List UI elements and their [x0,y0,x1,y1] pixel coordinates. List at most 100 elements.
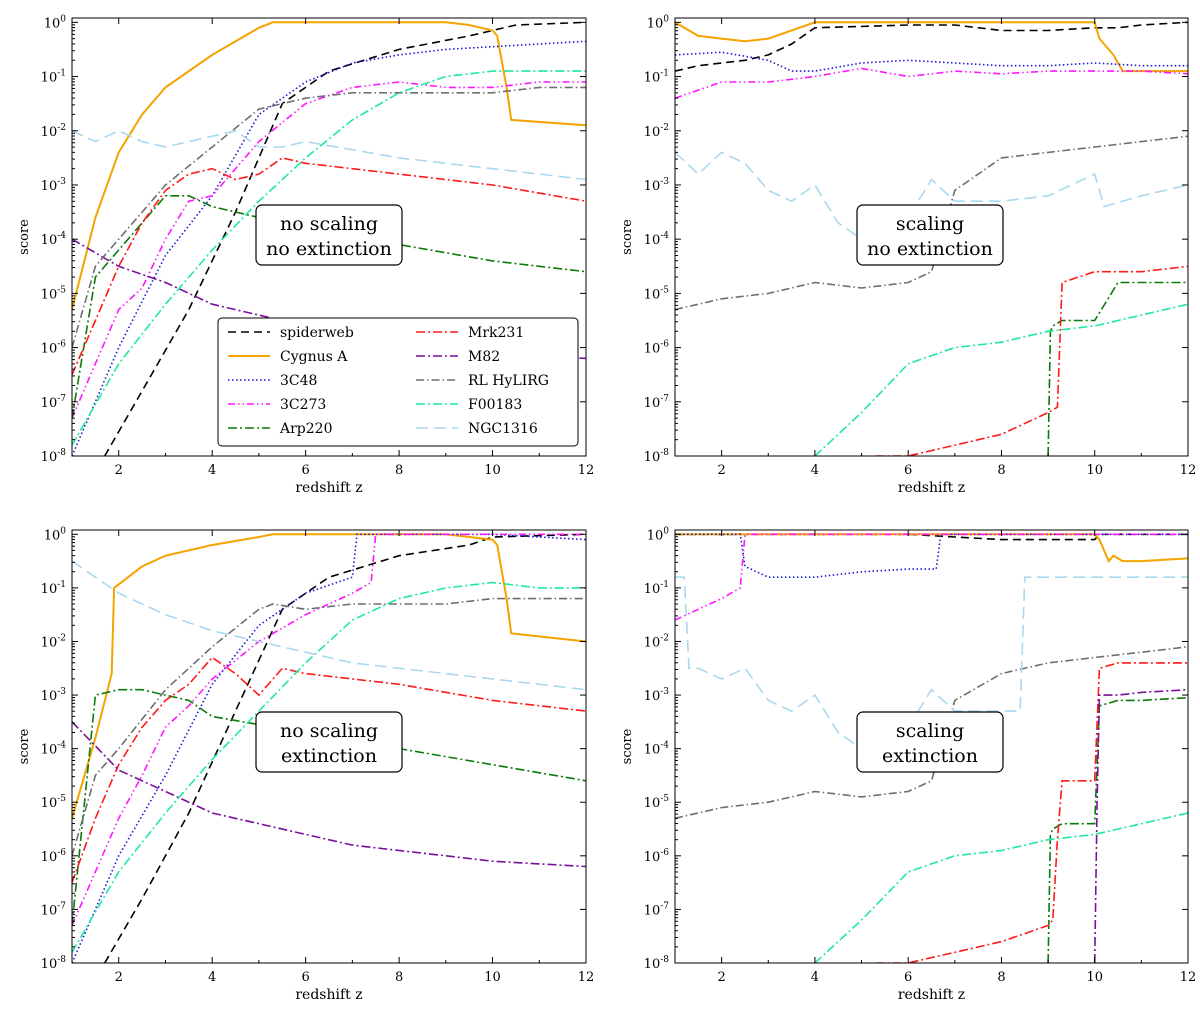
y-tick-label: 10-7 [41,901,67,918]
annotation-line: no scaling [280,720,378,742]
y-tick-label: 10-4 [41,741,67,758]
series-3c48 [72,40,586,456]
x-tick-label: 2 [115,970,123,985]
y-axis-label: score [17,728,32,764]
annotation-box [255,204,403,266]
axes-frame [71,17,587,457]
series-ngc1316 [72,129,586,181]
legend-label: NGC1316 [468,421,538,437]
x-tick-label: 10 [1086,463,1103,478]
y-tick-label: 10-4 [644,741,670,758]
x-tick-label: 12 [578,970,595,985]
x-tick-label: 10 [484,970,501,985]
y-tick-label: 10-1 [41,580,66,597]
annotation-line: extinction [281,745,377,767]
series-f00183 [814,812,1188,963]
series-3c273 [675,533,1188,621]
y-tick-label: 10-2 [41,123,66,140]
x-tick-label: 6 [301,970,309,985]
legend-label: Mrk231 [468,325,524,341]
series-mrk231 [72,656,586,883]
panel-top-left: 2 4 6 8 10 12 10-8 10-7 10-6 10-5 10-4 10-3 10-2 10-1… [17,14,594,496]
y-tick-label: 10-4 [41,231,67,248]
series-rl-hylirg [675,646,1188,820]
x-tick-label: 6 [904,970,912,985]
series-m82 [72,721,586,868]
x-tick-label: 8 [997,970,1005,985]
x-tick-label: 10 [484,463,501,478]
y-tick-label: 10-7 [644,394,670,411]
x-tick-label: 12 [1180,463,1197,478]
series-f00183 [72,581,586,953]
axes-frame [71,529,587,964]
y-tick-label: 10-3 [41,687,67,704]
series-group [675,533,1188,963]
annotation-box [856,204,1004,266]
y-tick-label: 10-5 [644,285,670,302]
y-tick-label: 100 [44,526,67,543]
y-tick-label: 10-2 [644,633,669,650]
x-tick-label: 4 [811,463,819,478]
series-cygnus-a [675,533,1188,563]
y-axis-label: score [17,219,32,255]
series-cygnus-a [72,21,586,310]
y-tick-label: 10-6 [644,340,670,357]
series-rl-hylirg [72,86,586,348]
y-tick-label: 10-7 [644,901,670,918]
y-tick-label: 10-1 [41,69,66,86]
legend-label: Arp220 [279,421,333,437]
x-axis-label: redshift z [295,987,362,1003]
series-3c273 [675,67,1188,99]
series-rl-hylirg [72,597,586,857]
annotation-box [255,711,403,773]
series-mrk231 [875,662,1188,963]
series-mrk231 [72,157,586,376]
series-arp220 [72,688,586,926]
series-cygnus-a [72,533,586,819]
axes-frame [674,17,1189,457]
legend-label: RL HyLIRG [468,373,549,389]
x-tick-label: 6 [904,463,912,478]
series-rl-hylirg [675,135,1188,311]
series-spiderweb [104,21,586,456]
y-tick-label: 10-1 [644,580,669,597]
panel-bottom-left: 2 4 6 8 10 12 10-8 10-7 10-6 10-5 10-4 10-3 10-2 10-1… [17,526,594,1003]
legend-label: M82 [468,349,500,365]
x-tick-label: 8 [395,463,403,478]
series-cygnus-a [675,21,1188,73]
series-3c48 [675,51,1188,72]
legend-label: Cygnus A [280,349,348,365]
legend-label: F00183 [468,397,522,413]
x-tick-label: 8 [395,970,403,985]
legend-label: spiderweb [280,325,354,341]
y-tick-label: 10-3 [644,177,670,194]
annotation-line: scaling [896,213,964,235]
x-tick-label: 10 [1086,970,1103,985]
panel-bottom-right: 2 4 6 8 10 12 10-8 10-7 10-6 10-5 10-4 10-3 10-2 10-1… [620,526,1196,1003]
series-ngc1316 [72,560,586,691]
x-tick-label: 2 [115,463,123,478]
y-tick-label: 10-8 [41,448,67,465]
y-tick-label: 10-6 [41,848,67,865]
y-tick-label: 10-4 [644,231,670,248]
series-3c48 [675,533,1188,579]
x-tick-label: 12 [578,463,595,478]
series-mrk231 [875,265,1188,456]
x-axis-label: redshift z [898,987,965,1003]
x-axis-label: redshift z [898,480,965,496]
y-tick-label: 10-2 [41,633,66,650]
y-tick-label: 10-6 [41,340,67,357]
annotation-box [856,711,1004,773]
series-group [72,533,586,963]
series-arp220 [72,195,586,419]
y-tick-label: 10-3 [644,687,670,704]
y-tick-label: 10-6 [644,848,670,865]
series-f00183 [72,70,586,446]
axes-frame [674,529,1189,964]
y-tick-label: 10-8 [644,955,670,972]
y-tick-label: 10-7 [41,394,67,411]
y-tick-label: 10-8 [41,955,67,972]
annotation-line: no extinction [867,238,993,260]
y-tick-label: 100 [647,14,670,31]
